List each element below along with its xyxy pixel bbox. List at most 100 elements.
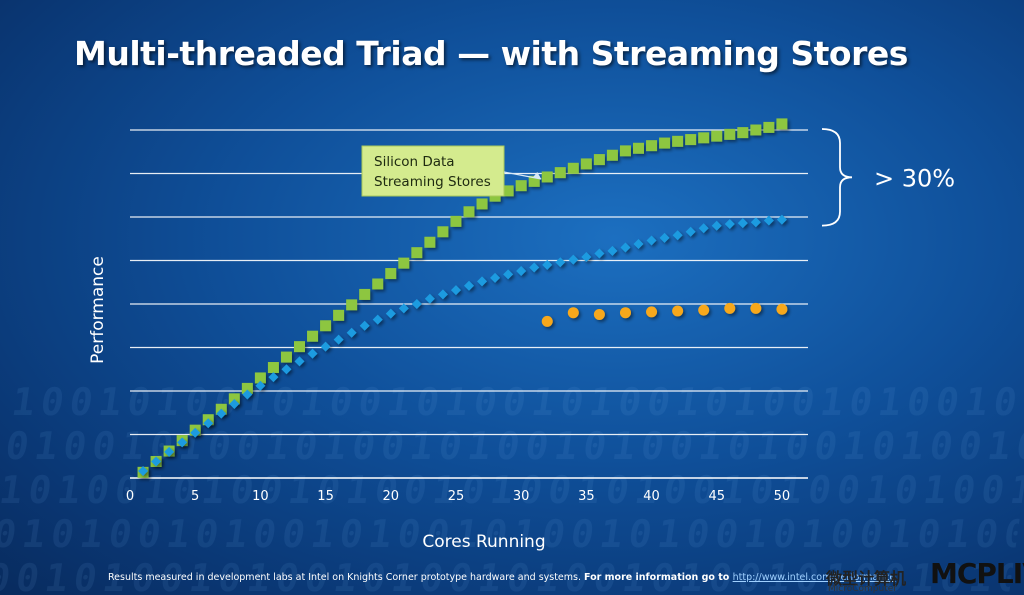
diamond-point-16 [333,334,344,345]
x-tick-0: 0 [126,489,134,504]
circle-point-50 [776,303,788,315]
diamond-point-14 [307,348,318,359]
diamond-point-9 [242,389,253,400]
circle-point-38 [619,307,631,319]
square-point-35 [580,158,592,170]
square-point-20 [385,268,397,280]
square-point-11 [267,362,279,374]
x-tick-15: 15 [317,489,334,504]
callout-arrow-line [503,171,542,180]
diamond-point-28 [490,272,501,283]
square-point-21 [398,257,410,269]
square-point-48 [750,124,762,136]
square-point-22 [411,247,423,259]
x-tick-50: 50 [774,489,791,504]
diamond-point-37 [607,245,618,256]
x-tick-25: 25 [448,489,465,504]
publisher-watermark: 微型计算机 MicroComputer MCPLIVE [826,557,1024,594]
diamond-point-39 [633,238,644,249]
square-point-30 [515,180,527,192]
diamond-point-4 [177,437,188,448]
watermark-logo: MCPLIVE [930,557,1024,590]
square-point-33 [554,167,566,179]
diamond-point-13 [294,356,305,367]
diamond-point-49 [763,215,774,226]
square-point-15 [320,320,332,332]
square-point-10 [254,372,266,384]
diamond-point-46 [724,218,735,229]
diamond-point-11 [268,372,279,383]
x-tick-5: 5 [191,489,199,504]
square-point-36 [593,154,605,166]
diamond-point-33 [555,257,566,268]
diamond-point-41 [659,232,670,243]
footnote-link[interactable]: http://www.intel.com/performance [732,572,896,583]
diamond-point-45 [711,220,722,231]
square-point-13 [294,341,305,353]
circle-point-34 [567,307,579,319]
diamond-point-43 [685,226,696,237]
diamond-point-20 [385,308,396,319]
circle-point-44 [698,304,710,316]
diamond-point-8 [229,399,240,410]
square-point-46 [724,128,736,140]
diamond-point-19 [372,314,383,325]
diamond-point-36 [594,248,605,259]
x-tick-40: 40 [643,489,660,504]
data-marks [137,118,788,478]
square-point-41 [659,137,671,149]
square-point-34 [567,162,579,174]
square-point-32 [541,171,553,183]
square-point-18 [359,288,371,300]
diamond-point-22 [411,299,422,309]
diamond-point-18 [359,320,370,331]
x-tick-30: 30 [513,489,530,504]
diamond-point-31 [529,262,540,273]
square-point-19 [372,278,384,290]
diamond-point-21 [398,303,409,314]
square-point-24 [437,226,449,238]
diamond-point-48 [750,217,761,228]
diamond-point-34 [568,254,579,265]
diamond-point-5 [190,427,201,438]
diamond-point-26 [464,280,474,291]
diamond-point-15 [320,341,331,352]
circle-point-32 [541,315,553,327]
square-point-29 [502,185,514,197]
square-point-9 [241,382,253,394]
diamond-point-23 [424,293,435,304]
bracket [821,128,853,227]
footnote: Results measured in development labs at … [108,572,895,583]
watermark-chinese: 微型计算机 [826,569,907,588]
slide-title: Multi-threaded Triad — with Streaming St… [74,34,908,73]
x-axis-label: Cores Running [422,532,545,552]
x-tick-20: 20 [382,489,399,504]
square-point-47 [737,127,749,139]
diamond-point-42 [672,230,683,241]
callout-text-line-1: Silicon Data [374,154,455,170]
diamond-point-27 [477,276,488,287]
diamond-point-47 [737,218,748,229]
diamond-point-29 [503,269,514,280]
footnote-text: Results measured in development labs at … [108,572,585,583]
diamond-point-25 [450,285,461,296]
square-point-40 [646,140,658,152]
series-diamond [138,214,787,477]
annotations: Silicon Data Streaming Stores > 30% [361,128,955,227]
diamond-point-2 [151,456,162,467]
circle-point-46 [724,302,736,314]
diamond-point-30 [516,265,527,276]
footnote-bold: For more information go to [584,572,733,583]
x-tick-labels: 0 5 10 15 20 25 30 35 40 45 50 [126,489,790,504]
callout-text-line-2: Streaming Stores [374,174,491,190]
square-point-27 [476,198,488,210]
square-point-42 [672,135,684,147]
diamond-point-24 [437,289,448,300]
percent-gain-label: > 30% [874,164,955,192]
x-tick-35: 35 [578,489,595,504]
square-point-26 [463,206,475,218]
circle-point-40 [646,306,658,318]
y-axis-label: Performance [88,256,108,364]
square-point-38 [619,145,631,157]
